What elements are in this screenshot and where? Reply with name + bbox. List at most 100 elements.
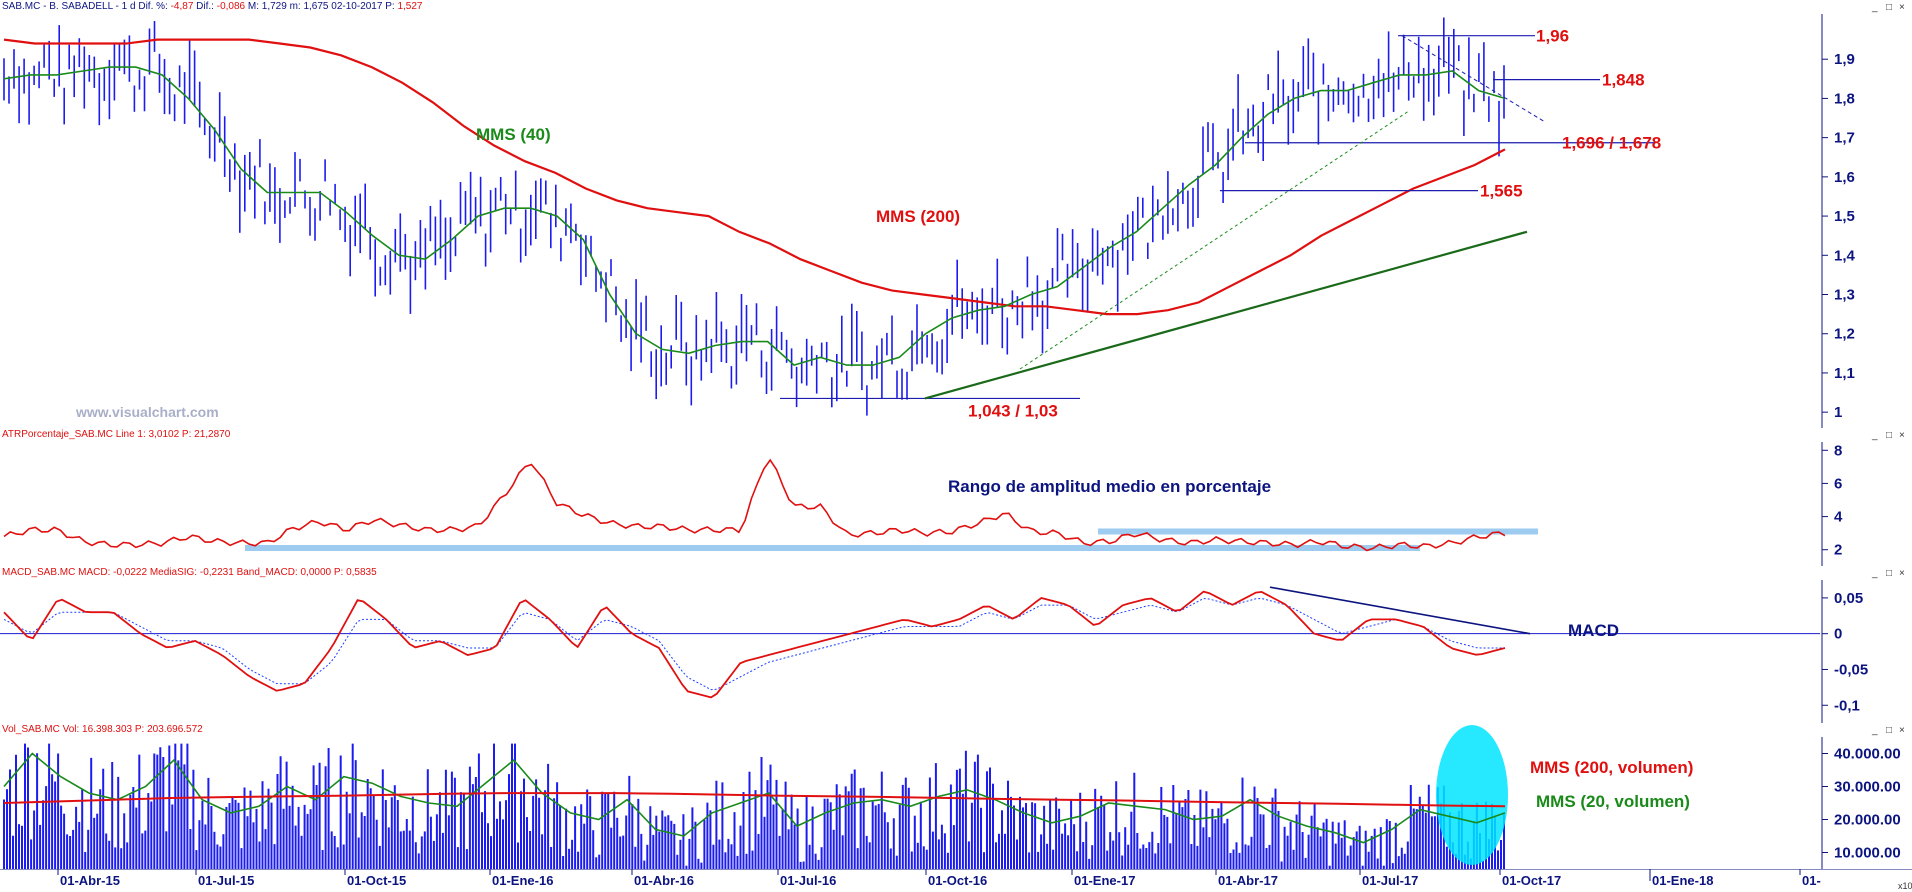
uptrend-line xyxy=(924,230,1528,400)
x-tick-label: 01-Abr-15 xyxy=(60,873,120,888)
p-label: P: xyxy=(385,1,395,12)
x-tick-label: 01-Abr-16 xyxy=(634,873,694,888)
level-label: 1,96 xyxy=(1536,27,1569,46)
x-tick-label: 01- xyxy=(1802,873,1821,888)
dif-label: Dif.: xyxy=(196,1,214,12)
close-icon[interactable]: × xyxy=(1899,2,1905,13)
maximize-icon[interactable]: □ xyxy=(1886,430,1893,441)
x-tick-label: 01-Abr-17 xyxy=(1218,873,1278,888)
macd-line xyxy=(3,590,1506,699)
y-tick-label: 1,6 xyxy=(1834,169,1855,186)
dotted-uptrend-line xyxy=(1019,109,1411,370)
x-axis-corner-label: x10 xyxy=(1898,881,1912,891)
atr-chart-svg: 2 4 6 8 Rango de amplitud medio en porcentaj… xyxy=(3,442,1843,566)
low-value: m: 1,675 xyxy=(289,1,329,12)
x-tick-label: 01-Jul-16 xyxy=(780,873,836,888)
close-icon[interactable]: × xyxy=(1899,430,1905,441)
y-tick-label: 1,9 xyxy=(1834,51,1855,68)
price-panel-header: SAB.MC - B. SABADELL - 1 d Dif. %: -4,87… xyxy=(2,1,422,12)
x-axis-svg: 01-Abr-15 01-Jul-15 01-Oct-15 01-Ene-16 01-A… xyxy=(0,869,1912,891)
close-icon[interactable]: × xyxy=(1899,568,1905,579)
y-tick-label: 4 xyxy=(1834,509,1843,526)
x-tick-label: 01-Ene-17 xyxy=(1074,873,1135,888)
vol-panel-header: Vol_SAB.MC Vol: 16.398.303 P: 203.696.57… xyxy=(2,724,203,735)
minimize-icon[interactable]: _ xyxy=(1872,725,1878,736)
x-axis: 01-Abr-15 01-Jul-15 01-Oct-15 01-Ene-16 01-A… xyxy=(0,869,1912,892)
x-tick-label: 01-Oct-16 xyxy=(928,873,987,888)
macd-name: MACD_SAB.MC xyxy=(2,567,76,578)
x-tick-label: 01-Jul-15 xyxy=(198,873,254,888)
macd-downtrend-line xyxy=(1269,586,1531,635)
x-tick-label: 01-Jul-17 xyxy=(1362,873,1418,888)
atr-line xyxy=(3,458,1506,552)
vol-mms20-label: MMS (20, volumen) xyxy=(1536,792,1690,811)
macd-band-value: Band_MACD: 0,0000 xyxy=(236,567,332,578)
volume-highlight xyxy=(1436,725,1508,865)
x-tick-label: 01-Ene-16 xyxy=(492,873,553,888)
macd-title: MACD xyxy=(1568,621,1619,640)
level-label: 1,696 / 1,678 xyxy=(1562,134,1661,153)
mms40-label: MMS (40) xyxy=(476,125,551,144)
macd-signal-line xyxy=(3,597,1505,691)
dif-pct-value: -4,87 xyxy=(170,1,194,12)
vol-mms200-line xyxy=(3,792,1506,808)
macd-panel[interactable]: MACD_SAB.MC MACD: -0,0222 MediaSIG: -0,2… xyxy=(0,566,1912,724)
volume-bars-group xyxy=(3,743,1505,869)
y-tick-label: 1,1 xyxy=(1834,365,1855,382)
vol-p-value: P: 203.696.572 xyxy=(134,724,203,735)
price-bars-group xyxy=(3,17,1505,416)
level-label: 1,848 xyxy=(1602,71,1645,90)
macd-value: MACD: -0,0222 xyxy=(78,567,148,578)
y-tick-label: 20.000.00 xyxy=(1834,812,1901,829)
price-panel[interactable]: SAB.MC - B. SABADELL - 1 d Dif. %: -4,87… xyxy=(0,0,1912,429)
atr-line-value: Line 1: 3,0102 xyxy=(115,429,180,440)
y-tick-label: 1,3 xyxy=(1834,287,1855,304)
y-tick-label: 0 xyxy=(1834,626,1842,643)
maximize-icon[interactable]: □ xyxy=(1886,568,1893,579)
level-label: 1,043 / 1,03 xyxy=(968,401,1058,420)
minimize-icon[interactable]: _ xyxy=(1872,2,1878,13)
y-tick-label: 1,8 xyxy=(1834,90,1855,107)
minimize-icon[interactable]: _ xyxy=(1872,430,1878,441)
vol-mms200-label: MMS (200, volumen) xyxy=(1530,758,1693,777)
timeframe-label: 1 d xyxy=(121,1,136,12)
vol-name: Vol_SAB.MC xyxy=(2,724,60,735)
y-tick-label: -0,05 xyxy=(1834,661,1868,678)
y-tick-label: 10.000.00 xyxy=(1834,845,1901,862)
symbol-label: SAB.MC - B. SABADELL - xyxy=(2,1,122,12)
y-tick-label: 2 xyxy=(1834,542,1842,559)
y-tick-label: 8 xyxy=(1834,442,1842,459)
y-tick-label: 30.000.00 xyxy=(1834,779,1901,796)
macd-sig-value: MediaSIG: -0,2231 xyxy=(149,567,234,578)
date-value: 02-10-2017 xyxy=(331,1,383,12)
y-tick-label: 40.000.00 xyxy=(1834,746,1901,763)
macd-chart-svg: 0,05 0 -0,05 -0,1 MACD xyxy=(0,580,1868,723)
atr-p-value: P: 21,2870 xyxy=(181,429,231,440)
level-label: 1,565 xyxy=(1480,182,1523,201)
maximize-icon[interactable]: □ xyxy=(1886,725,1893,736)
y-tick-label: 1,4 xyxy=(1834,247,1856,264)
atr-panel[interactable]: ATRPorcentaje_SAB.MC Line 1: 3,0102 P: 2… xyxy=(0,428,1912,567)
mms200-line xyxy=(3,38,1506,316)
dif-pct-label: Dif. %: xyxy=(138,1,168,12)
macd-panel-header: MACD_SAB.MC MACD: -0,0222 MediaSIG: -0,2… xyxy=(2,567,377,578)
y-tick-label: 6 xyxy=(1834,475,1842,492)
y-tick-label: 0,05 xyxy=(1834,590,1863,607)
x-tick-label: 01-Oct-15 xyxy=(347,873,406,888)
minimize-icon[interactable]: _ xyxy=(1872,568,1878,579)
vol-value: Vol: 16.398.303 xyxy=(62,724,133,735)
volume-panel[interactable]: Vol_SAB.MC Vol: 16.398.303 P: 203.696.57… xyxy=(0,723,1912,870)
high-value: M: 1,729 xyxy=(247,1,287,12)
y-tick-label: 1 xyxy=(1834,404,1842,421)
watermark: www.visualchart.com xyxy=(76,404,219,420)
volume-chart-svg: 40.000.00 30.000.00 20.000.00 10.000.00 MMS … xyxy=(3,725,1901,869)
p-value: 1,527 xyxy=(397,1,423,12)
y-tick-label: 1,5 xyxy=(1834,208,1855,225)
close-icon[interactable]: × xyxy=(1899,725,1905,736)
maximize-icon[interactable]: □ xyxy=(1886,2,1893,13)
atr-title: Rango de amplitud medio en porcentaje xyxy=(948,477,1271,496)
y-tick-label: 1,2 xyxy=(1834,326,1855,343)
y-tick-label: 1,7 xyxy=(1834,130,1855,147)
macd-p-value: P: 0,5835 xyxy=(333,567,377,578)
